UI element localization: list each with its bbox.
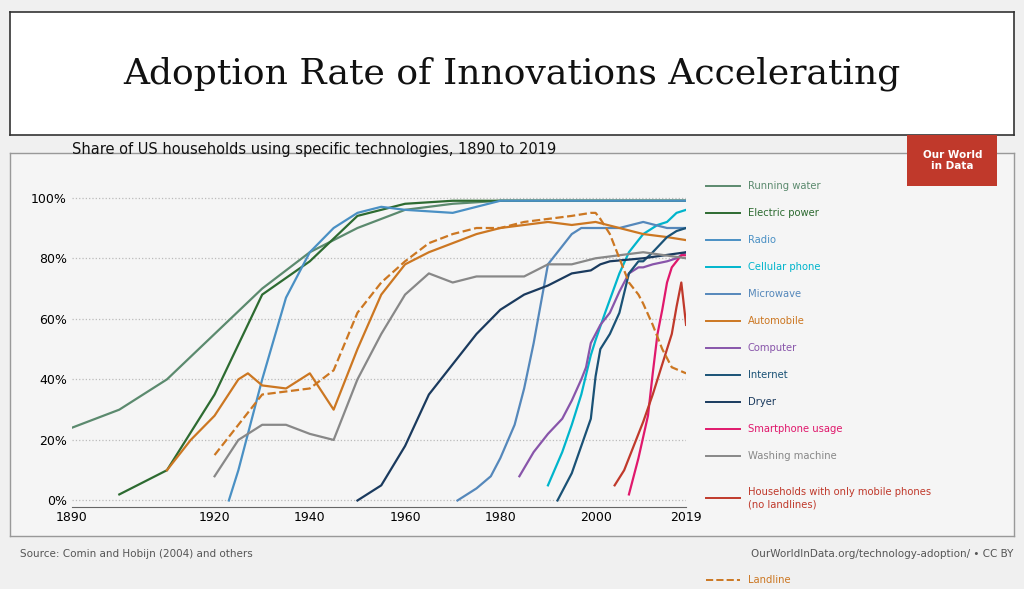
Text: Dryer: Dryer bbox=[748, 398, 775, 407]
Text: Share of US households using specific technologies, 1890 to 2019: Share of US households using specific te… bbox=[72, 142, 556, 157]
Text: Cellular phone: Cellular phone bbox=[748, 262, 820, 272]
Text: Microwave: Microwave bbox=[748, 289, 801, 299]
Text: Running water: Running water bbox=[748, 181, 820, 190]
Text: Electric power: Electric power bbox=[748, 208, 818, 217]
Text: Landline: Landline bbox=[748, 575, 791, 584]
Text: Automobile: Automobile bbox=[748, 316, 805, 326]
Text: Our World
in Data: Our World in Data bbox=[923, 150, 982, 171]
Text: Radio: Radio bbox=[748, 235, 775, 244]
Text: Smartphone usage: Smartphone usage bbox=[748, 425, 842, 434]
Text: Internet: Internet bbox=[748, 370, 787, 380]
Text: Households with only mobile phones
(no landlines): Households with only mobile phones (no l… bbox=[748, 487, 931, 510]
Text: Computer: Computer bbox=[748, 343, 797, 353]
Text: Washing machine: Washing machine bbox=[748, 452, 837, 461]
Text: Source: Comin and Hobijn (2004) and others: Source: Comin and Hobijn (2004) and othe… bbox=[20, 548, 253, 558]
Text: OurWorldInData.org/technology-adoption/ • CC BY: OurWorldInData.org/technology-adoption/ … bbox=[752, 548, 1014, 558]
Text: Adoption Rate of Innovations Accelerating: Adoption Rate of Innovations Acceleratin… bbox=[123, 57, 901, 91]
